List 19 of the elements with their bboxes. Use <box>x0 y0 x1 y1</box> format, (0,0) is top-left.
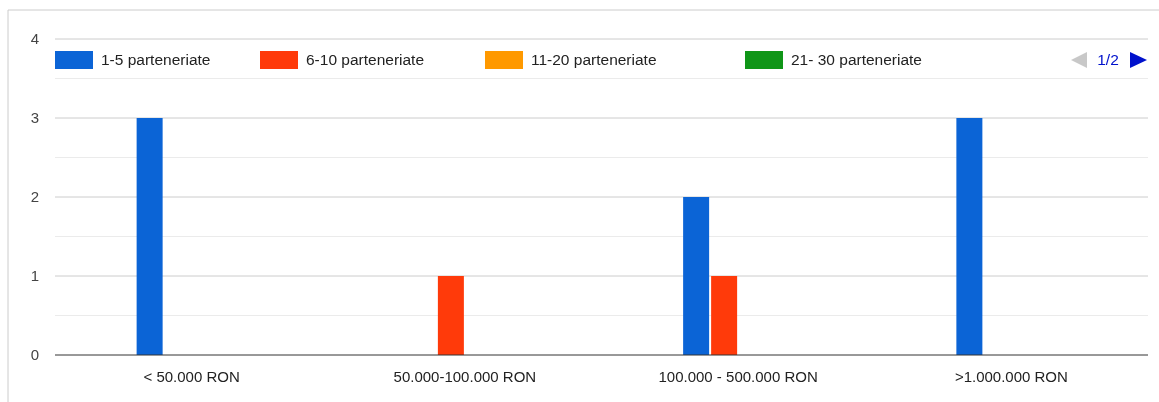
bar <box>437 276 464 355</box>
bar <box>683 197 710 355</box>
bar <box>136 118 163 355</box>
x-tick-label: >1.000.000 RON <box>954 368 1068 385</box>
legend-label: 11-20 parteneriate <box>531 51 657 69</box>
y-tick-label: 1 <box>30 267 40 285</box>
x-tick-label: 50.000-100.000 RON <box>393 368 537 385</box>
y-tick-label: 2 <box>30 188 40 206</box>
bar <box>956 118 983 355</box>
annotation: 1/2 <box>1097 51 1119 69</box>
legend-label: 1-5 parteneriate <box>101 51 211 69</box>
legend-label: 21- 30 parteneriate <box>791 51 922 69</box>
y-tick-label: 3 <box>30 109 40 127</box>
legend-label: 6-10 parteneriate <box>306 51 425 69</box>
x-tick-label: < 50.000 RON <box>143 368 240 385</box>
y-tick-label: 4 <box>30 30 40 48</box>
x-tick-label: 100.000 - 500.000 RON <box>658 368 818 385</box>
bar <box>711 276 738 355</box>
y-tick-label: 0 <box>30 346 40 364</box>
